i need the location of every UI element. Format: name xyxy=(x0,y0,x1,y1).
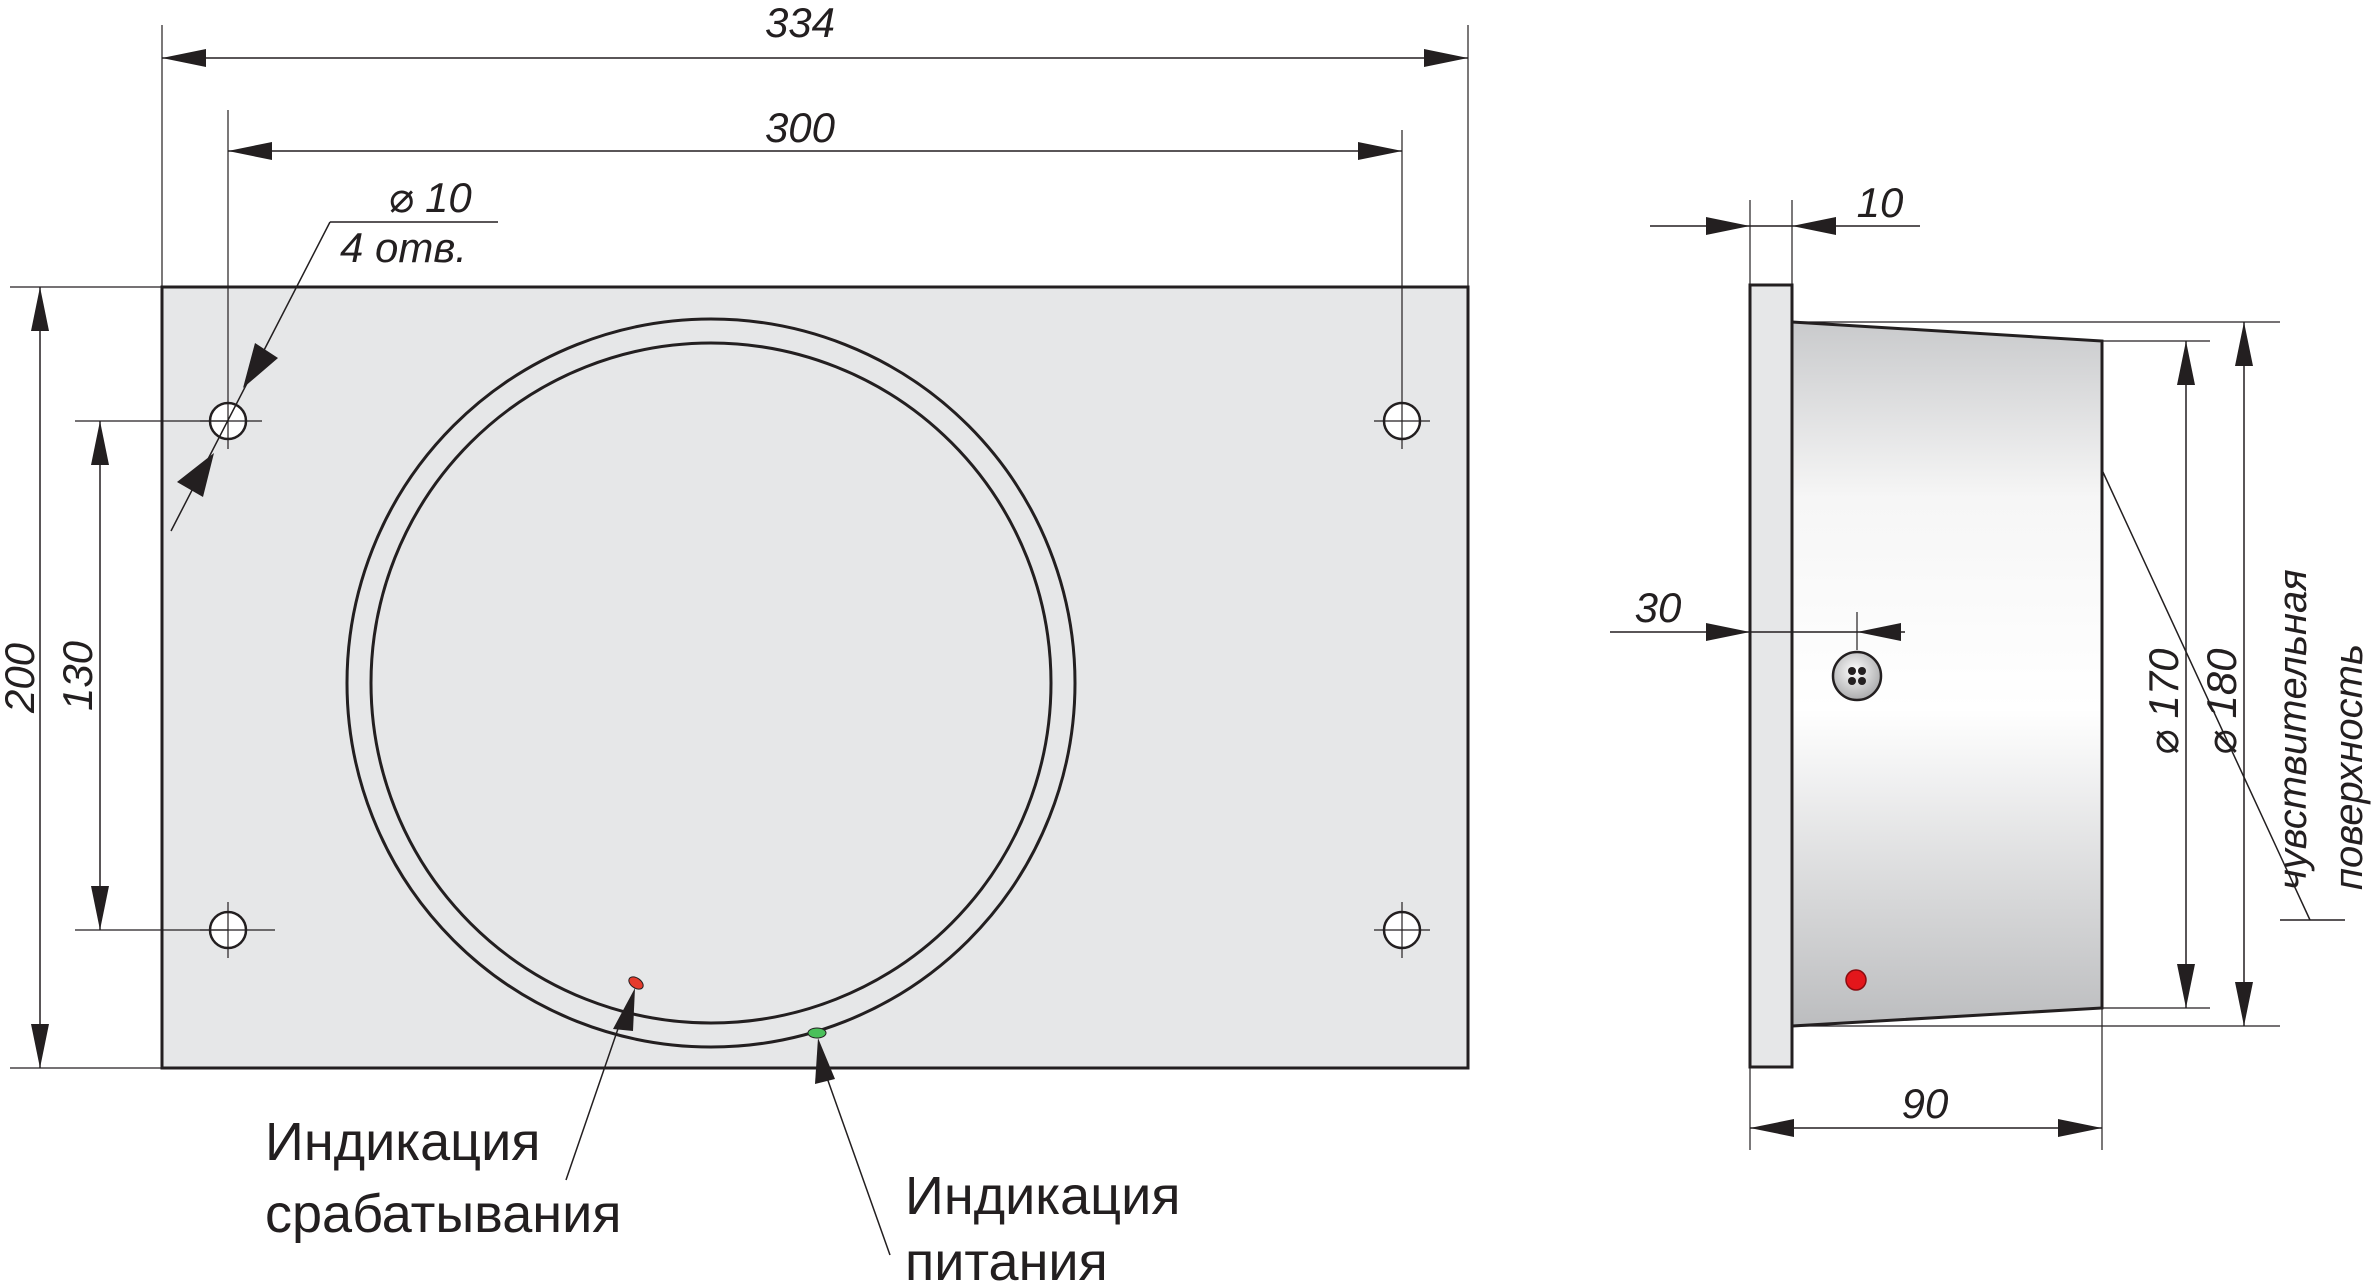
dim-hole-count-label: 4 отв. xyxy=(340,224,467,271)
speaker-icon xyxy=(1831,650,1883,702)
dim-diameter-inner: ⌀ 170 xyxy=(2140,341,2195,1008)
dim-200-label: 200 xyxy=(0,642,43,714)
trigger-led xyxy=(628,976,644,990)
power-indication-callout: Индикация питания xyxy=(815,1038,1180,1282)
dim-hole-spacing-v: 130 xyxy=(54,421,109,930)
sensitive-surface-callout: чувствительная поверхность xyxy=(2101,469,2371,921)
dim-hole-diameter: ⌀ 10 4 отв. xyxy=(170,174,498,532)
dim-300-label: 300 xyxy=(765,104,836,151)
dim-hole-spacing-h: 300 xyxy=(228,104,1402,160)
side-led xyxy=(1845,969,1867,991)
dim-10-label: 10 xyxy=(1857,179,1904,226)
side-view: 10 30 90 ⌀ 170 ⌀ 180 xyxy=(1610,179,2371,1150)
sensitive-surface-label-2: поверхность xyxy=(2327,644,2371,890)
dim-180-label: ⌀ 180 xyxy=(2198,648,2245,756)
dim-depth: 90 xyxy=(1750,1080,2102,1137)
power-indication-label-1: Индикация xyxy=(905,1166,1180,1226)
dim-hole-diameter-label: ⌀ 10 xyxy=(388,174,472,221)
trigger-indication-callout: Индикация срабатывания xyxy=(265,988,635,1244)
dim-130-label: 130 xyxy=(54,640,101,711)
power-indication-label-2: питания xyxy=(905,1232,1108,1282)
front-view: 334 300 200 130 ⌀ 10 xyxy=(0,0,1470,1282)
trigger-indication-label-1: Индикация xyxy=(265,1112,540,1172)
trigger-indication-label-2: срабатывания xyxy=(265,1184,621,1244)
dim-flange-thickness: 10 xyxy=(1650,179,1920,235)
sensor-inner-ring xyxy=(369,341,1053,1025)
dim-90-label: 90 xyxy=(1902,1080,1949,1127)
sensitive-surface-label-1: чувствительная xyxy=(2271,569,2315,890)
dim-30-label: 30 xyxy=(1635,584,1682,631)
dim-overall-height: 200 xyxy=(0,287,49,1068)
dim-diameter-outer: ⌀ 180 xyxy=(2198,322,2253,1026)
dim-334-label: 334 xyxy=(765,0,835,46)
dim-170-label: ⌀ 170 xyxy=(2140,648,2187,756)
dim-overall-width: 334 xyxy=(162,0,1468,67)
dim-indicator-offset: 30 xyxy=(1610,584,1905,641)
power-led xyxy=(807,1027,827,1039)
side-flange xyxy=(1748,283,1794,1069)
